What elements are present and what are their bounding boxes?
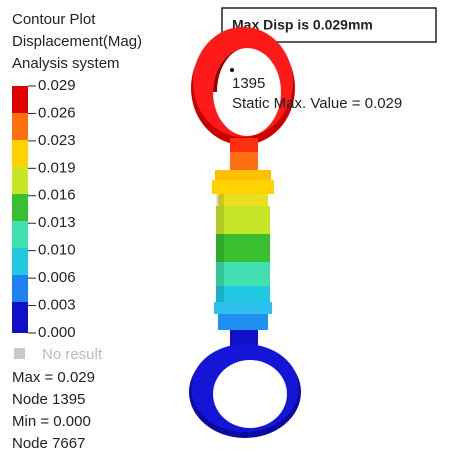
summary-line: Min = 0.000 <box>12 413 91 430</box>
shaft <box>216 262 270 286</box>
legend-title: Analysis system <box>12 55 120 72</box>
no-result-swatch <box>14 348 25 359</box>
flange <box>214 302 272 314</box>
legend-band <box>12 86 28 114</box>
legend-label: 0.016 <box>38 187 76 204</box>
max-node <box>230 68 234 72</box>
shade <box>216 194 224 302</box>
legend-band <box>12 167 28 195</box>
legend-label: 0.013 <box>38 214 76 231</box>
legend-band <box>12 302 28 333</box>
legend-band <box>12 194 28 222</box>
shaft <box>216 286 270 302</box>
legend-label: 0.003 <box>38 297 76 314</box>
flange <box>212 180 274 194</box>
neck <box>230 138 258 152</box>
node-label: 1395 <box>232 75 265 92</box>
neck <box>230 152 258 170</box>
legend-band <box>12 140 28 168</box>
shaft <box>218 194 268 206</box>
bottom-eye-hole <box>213 360 287 428</box>
legend-label: 0.019 <box>38 159 76 176</box>
legend-title: Displacement(Mag) <box>12 33 142 50</box>
legend-label: 0.023 <box>38 132 76 149</box>
flange <box>215 170 271 180</box>
legend-band <box>12 113 28 141</box>
legend-label: 0.029 <box>38 77 76 94</box>
summary-line: Max = 0.029 <box>12 369 95 386</box>
screen: No result Max Disp is 0.029mm 1395 Stati… <box>0 0 449 455</box>
no-result-label: No result <box>42 346 103 363</box>
summary-line: Node 1395 <box>12 391 85 408</box>
legend-title: Contour Plot <box>12 11 96 28</box>
summary-line: Node 7667 <box>12 435 85 452</box>
legend-band <box>12 221 28 249</box>
legend-label: 0.006 <box>38 269 76 286</box>
max-value-label: Static Max. Value = 0.029 <box>232 95 402 112</box>
legend-label: 0.026 <box>38 104 76 121</box>
legend-label: 0.000 <box>38 324 76 341</box>
legend-band <box>12 275 28 303</box>
shaft <box>216 234 270 262</box>
legend-label: 0.010 <box>38 242 76 259</box>
shaft <box>216 206 270 234</box>
legend-band <box>12 248 28 276</box>
flange <box>218 314 268 330</box>
